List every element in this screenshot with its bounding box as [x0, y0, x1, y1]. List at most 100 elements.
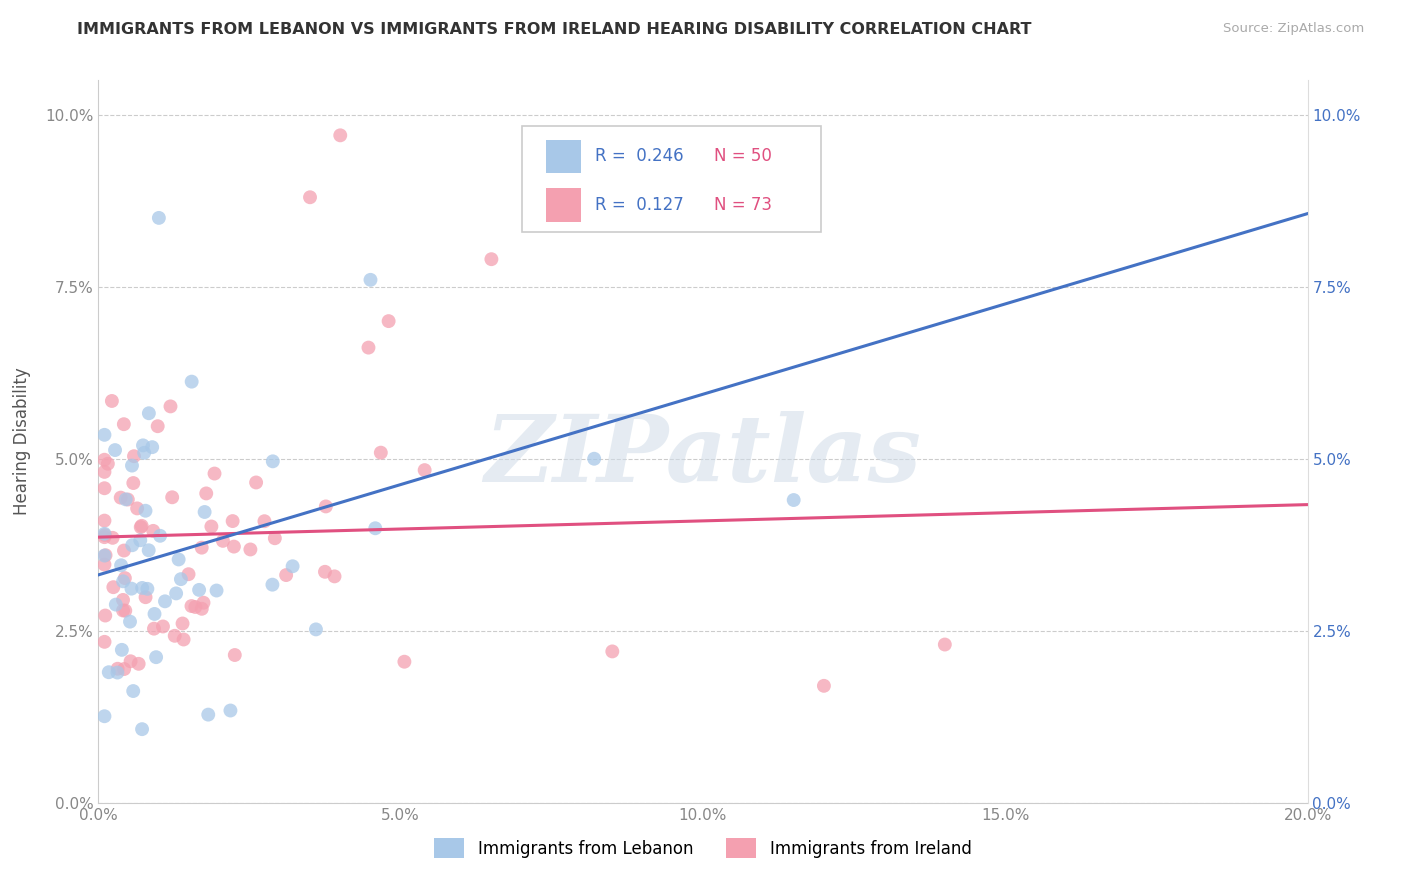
Point [131, 518, 153, 533]
Point [112, 417, 135, 432]
Point [97, 665, 120, 680]
Point [128, 657, 150, 671]
Point [357, 341, 380, 355]
Point [143, 622, 166, 636]
Point [394, 655, 416, 669]
Point [112, 543, 135, 558]
Point [370, 445, 392, 459]
Point [132, 438, 155, 452]
Point [135, 590, 157, 604]
Legend: Immigrants from Lebanon, Immigrants from Ireland: Immigrants from Lebanon, Immigrants from… [426, 830, 980, 867]
Point [195, 486, 218, 500]
Point [583, 451, 606, 466]
Point [93, 465, 115, 479]
Point [193, 596, 215, 610]
Point [239, 542, 262, 557]
Point [120, 654, 142, 668]
Point [114, 571, 136, 585]
Point [159, 400, 181, 414]
Point [377, 314, 399, 328]
Point [245, 475, 267, 490]
Point [138, 406, 160, 420]
Point [813, 679, 835, 693]
Point [131, 581, 153, 595]
Point [262, 454, 284, 468]
Point [121, 538, 143, 552]
Point [783, 493, 806, 508]
Point [221, 514, 243, 528]
Point [93, 558, 115, 572]
Point [94, 548, 117, 562]
Point [104, 443, 127, 458]
Point [253, 514, 276, 528]
Point [212, 533, 235, 548]
Point [111, 593, 134, 607]
Point [148, 211, 170, 225]
Point [276, 568, 298, 582]
Point [141, 440, 163, 454]
Point [180, 375, 202, 389]
Point [184, 599, 207, 614]
Point [177, 567, 200, 582]
Point [783, 197, 806, 211]
Text: N = 50: N = 50 [714, 147, 772, 166]
Point [204, 467, 226, 481]
Point [413, 463, 436, 477]
Point [191, 601, 214, 615]
Point [163, 629, 186, 643]
Point [314, 565, 336, 579]
Point [200, 519, 222, 533]
Point [93, 709, 115, 723]
Point [93, 635, 115, 649]
Point [104, 598, 127, 612]
Point [281, 559, 304, 574]
Point [93, 452, 115, 467]
Text: N = 73: N = 73 [714, 196, 772, 214]
Point [93, 514, 115, 528]
Point [364, 521, 387, 535]
Text: ZIPatlas: ZIPatlas [485, 411, 921, 501]
Point [117, 492, 139, 507]
Text: IMMIGRANTS FROM LEBANON VS IMMIGRANTS FROM IRELAND HEARING DISABILITY CORRELATIO: IMMIGRANTS FROM LEBANON VS IMMIGRANTS FR… [77, 22, 1032, 37]
Point [145, 650, 167, 665]
Point [143, 607, 166, 621]
Point [146, 419, 169, 434]
Point [194, 505, 217, 519]
Point [323, 569, 346, 583]
Point [107, 665, 129, 680]
Point [127, 501, 149, 516]
Point [602, 644, 624, 658]
Point [205, 583, 228, 598]
Point [152, 619, 174, 633]
Point [160, 490, 183, 504]
Point [170, 572, 193, 586]
Point [134, 446, 156, 460]
Point [149, 529, 172, 543]
Point [129, 520, 152, 534]
Point [173, 632, 195, 647]
Point [329, 128, 352, 143]
Text: R =  0.127: R = 0.127 [595, 196, 683, 214]
Point [112, 574, 135, 589]
Point [112, 662, 135, 676]
Point [190, 541, 212, 555]
Point [129, 533, 152, 548]
Point [142, 524, 165, 538]
Point [93, 526, 115, 541]
Point [131, 722, 153, 736]
Point [224, 648, 246, 662]
Point [103, 580, 125, 594]
Point [122, 476, 145, 491]
Point [315, 500, 337, 514]
Point [94, 528, 117, 542]
Point [110, 491, 132, 505]
Point [165, 586, 187, 600]
Point [167, 552, 190, 566]
Point [107, 662, 129, 676]
Point [481, 252, 503, 267]
Text: Source: ZipAtlas.com: Source: ZipAtlas.com [1223, 22, 1364, 36]
Point [134, 504, 156, 518]
Point [138, 543, 160, 558]
Point [101, 394, 124, 409]
Y-axis label: Hearing Disability: Hearing Disability [13, 368, 31, 516]
